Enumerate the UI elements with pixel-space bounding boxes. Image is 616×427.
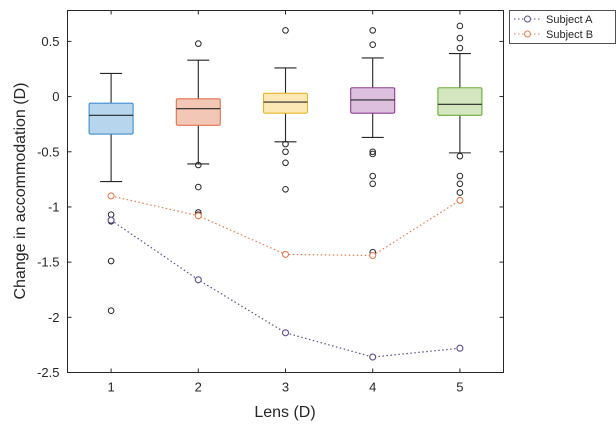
series-subject-b xyxy=(107,192,464,260)
series-subject-a xyxy=(107,216,464,361)
legend-marker xyxy=(524,15,531,23)
outlier-point xyxy=(282,27,289,34)
subject-series-layer xyxy=(107,192,464,361)
legend-item: Subject A xyxy=(514,14,593,26)
box-1 xyxy=(88,72,134,314)
box-4 xyxy=(350,27,396,256)
legend: Subject A Subject B xyxy=(509,10,616,44)
series-point xyxy=(456,344,464,352)
outlier-point xyxy=(369,150,377,158)
x-tick-label: 3 xyxy=(282,380,289,395)
outlier-point xyxy=(282,159,289,167)
plot-area xyxy=(67,10,504,373)
outlier-point xyxy=(369,148,377,156)
series-point xyxy=(194,212,202,220)
outlier-point xyxy=(456,189,464,196)
iqr-box xyxy=(437,87,483,116)
x-tick-label: 1 xyxy=(107,380,114,395)
series-point xyxy=(107,192,115,200)
outlier-point xyxy=(195,40,202,47)
outlier-point xyxy=(456,34,464,42)
y-tick-label: -1 xyxy=(48,199,60,214)
iqr-box xyxy=(262,92,309,114)
outlier-point xyxy=(456,180,464,188)
y-tick-label: -1.5 xyxy=(37,255,59,270)
outlier-point xyxy=(107,307,115,314)
outlier-point xyxy=(282,185,289,193)
x-tick-label: 4 xyxy=(369,380,376,395)
outlier-point xyxy=(456,44,464,52)
outlier-point xyxy=(282,148,289,156)
box-layer xyxy=(88,22,483,314)
outlier-point xyxy=(107,257,115,265)
outlier-point xyxy=(456,22,464,30)
axes: 1 2 3 4 5 0.5 0 -0.5 -1 -1.5 -2 -2.5 xyxy=(37,10,504,395)
series-point xyxy=(194,276,202,284)
iqr-box xyxy=(175,98,221,126)
y-tick-label: 0.5 xyxy=(41,34,59,49)
iqr-box xyxy=(88,102,134,135)
outlier-point xyxy=(195,183,202,191)
outlier-point xyxy=(369,172,377,180)
outlier-point xyxy=(195,161,202,169)
series-point xyxy=(281,329,290,337)
y-axis-label: Change in accommodation (D) xyxy=(12,83,29,300)
x-tick-label: 5 xyxy=(456,380,463,395)
box-2 xyxy=(175,40,221,218)
outlier-point xyxy=(282,140,289,148)
series-point xyxy=(107,216,115,224)
box-5 xyxy=(437,22,483,196)
y-tick-label: -2.5 xyxy=(37,365,59,380)
x-axis-label: Lens (D) xyxy=(254,404,315,421)
series-point xyxy=(369,251,377,260)
legend-marker xyxy=(524,30,531,38)
outlier-point xyxy=(369,27,377,34)
legend-label: Subject B xyxy=(546,29,593,41)
y-tick-label: -0.5 xyxy=(37,144,59,159)
legend-label: Subject A xyxy=(546,14,593,26)
x-tick-label: 2 xyxy=(195,380,202,395)
series-point xyxy=(281,250,290,258)
series-point xyxy=(456,196,464,204)
outlier-point xyxy=(456,172,464,180)
y-tick-label: 0 xyxy=(52,89,59,104)
box-3 xyxy=(262,27,309,193)
series-point xyxy=(369,353,377,361)
outlier-point xyxy=(456,152,464,160)
iqr-box xyxy=(350,87,396,114)
outlier-point xyxy=(369,41,377,49)
outlier-point xyxy=(369,180,377,188)
y-tick-label: -2 xyxy=(48,310,60,325)
legend-item: Subject B xyxy=(514,29,593,41)
